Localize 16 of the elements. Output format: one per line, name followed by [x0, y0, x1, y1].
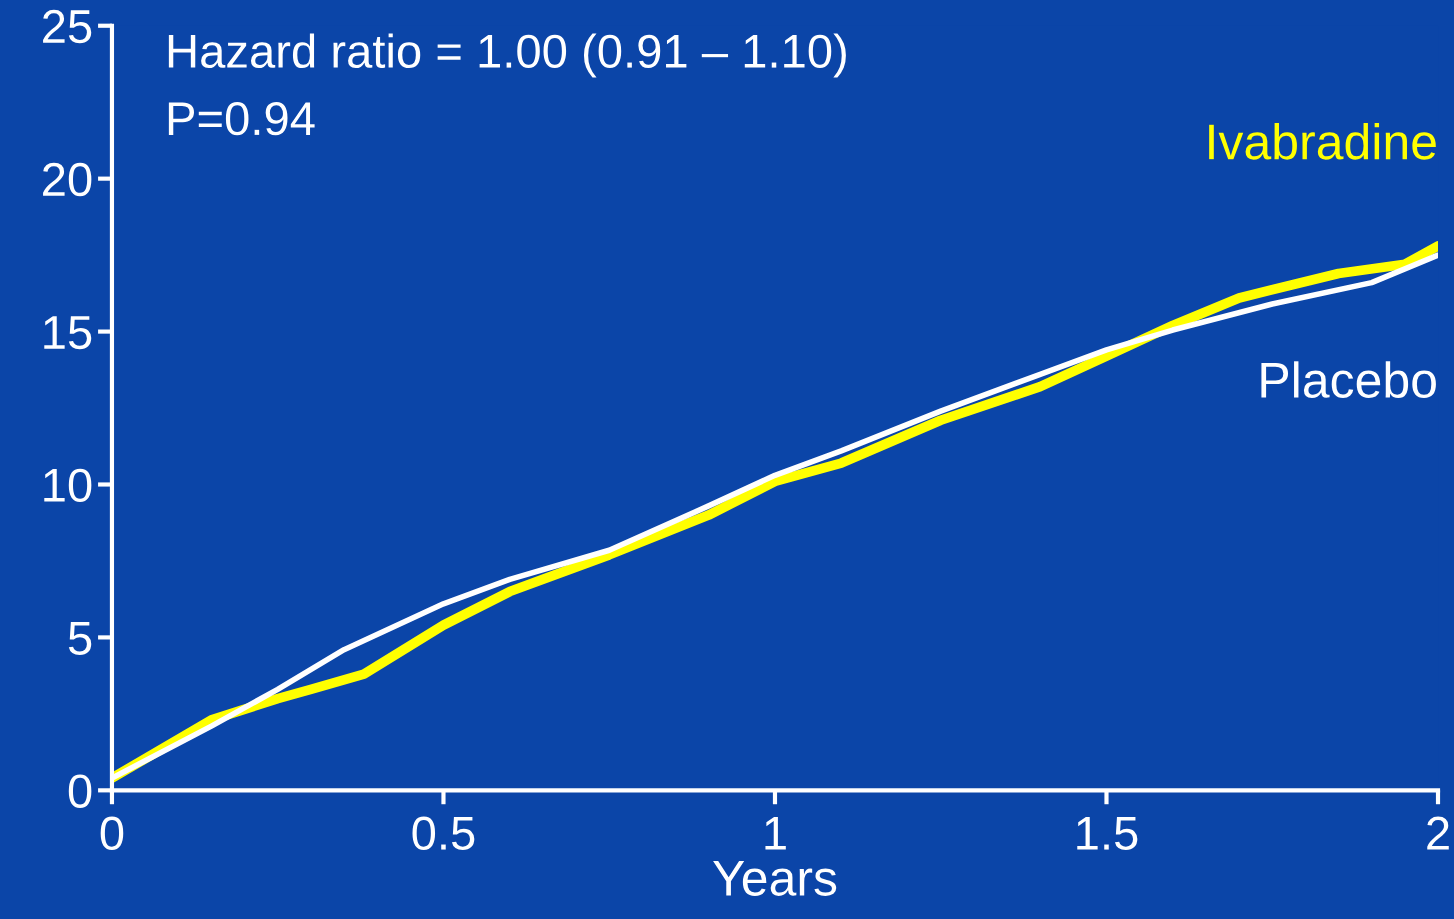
y-tick-label: 10	[44, 468, 92, 503]
annotation: P=0.94	[168, 101, 315, 136]
y-tick-label: 20	[43, 162, 92, 197]
x-tick-label: 0.5	[412, 816, 475, 851]
series-label: Placebo	[1261, 361, 1436, 399]
y-tick-label: 15	[44, 316, 92, 350]
y-tick-label: 0	[68, 774, 92, 808]
x-axis-title: Years	[713, 860, 837, 896]
x-tick-label: 1.5	[1077, 817, 1138, 851]
y-tick-label: 5	[68, 622, 92, 655]
x-tick-label: 2	[1427, 816, 1449, 850]
series-label: Ivabradine	[1209, 122, 1436, 160]
x-tick-label: 0	[100, 816, 124, 851]
annotation: Hazard ratio = 1.00 (0.91 – 1.10)	[168, 33, 846, 78]
y-tick-label: 25	[43, 9, 92, 44]
x-tick-label: 1	[765, 817, 786, 850]
